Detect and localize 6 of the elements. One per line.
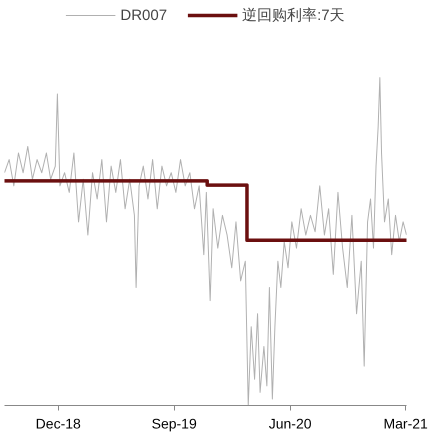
x-tick-label: Sep-19 [152,416,197,432]
x-tick-label: Dec-18 [36,416,82,432]
legend-label: 逆回购利率:7天 [242,6,345,24]
legend-label: DR007 [120,6,168,24]
x-tick-label: Mar-21 [383,416,428,432]
x-tick-label: Jun-20 [268,416,312,432]
